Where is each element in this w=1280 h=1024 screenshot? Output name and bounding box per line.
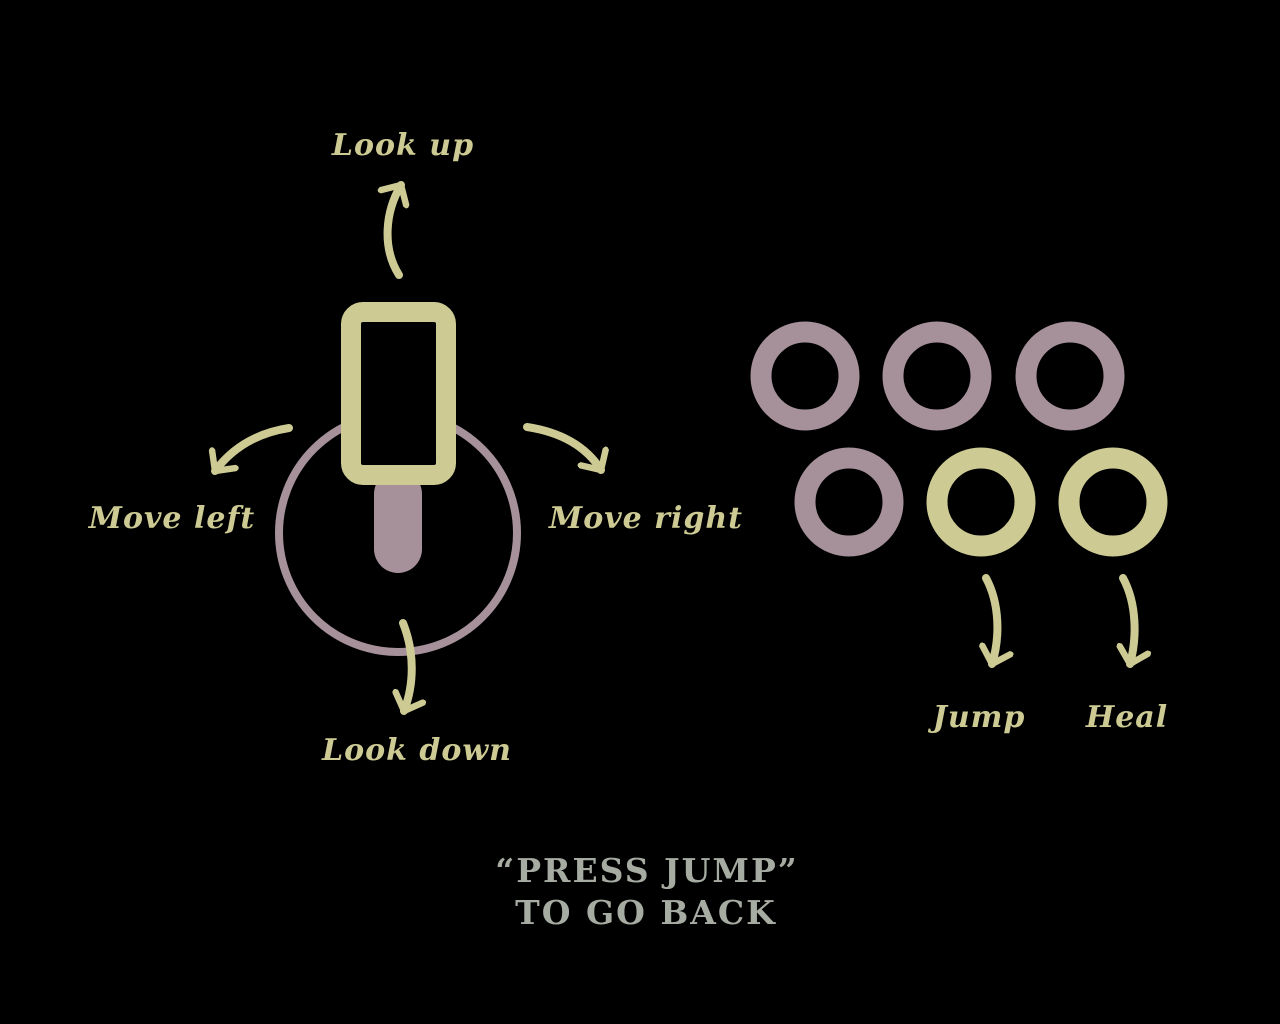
button-ring-icon (750, 321, 860, 431)
face-buttons (750, 321, 1168, 557)
move-left-label: Move left (88, 501, 255, 536)
look-down-label: Look down (321, 733, 512, 768)
button-ring-icon (882, 321, 992, 431)
joystick-icon (275, 302, 521, 656)
look-up-label: Look up (331, 128, 474, 163)
jump-button-ring-icon (926, 447, 1036, 557)
jump-arrow (986, 574, 997, 668)
button-ring-icon (794, 447, 904, 557)
heal-label: Heal (1085, 700, 1168, 735)
move-left-arrow (215, 424, 293, 475)
heal-button-ring-icon (1058, 447, 1168, 557)
jump-label: Jump (928, 700, 1026, 735)
joystick-handle (341, 302, 456, 485)
look-up-arrow (388, 181, 401, 279)
button-ring-icon (1015, 321, 1125, 431)
go-back-prompt: TO GO BACK (515, 893, 777, 932)
move-right-arrow (523, 423, 601, 474)
joystick-shaft (374, 470, 422, 573)
move-right-label: Move right (548, 501, 743, 536)
heal-arrow (1123, 574, 1135, 668)
look-down-arrow (403, 619, 412, 715)
press-jump-prompt: “PRESS JUMP” (495, 851, 799, 890)
